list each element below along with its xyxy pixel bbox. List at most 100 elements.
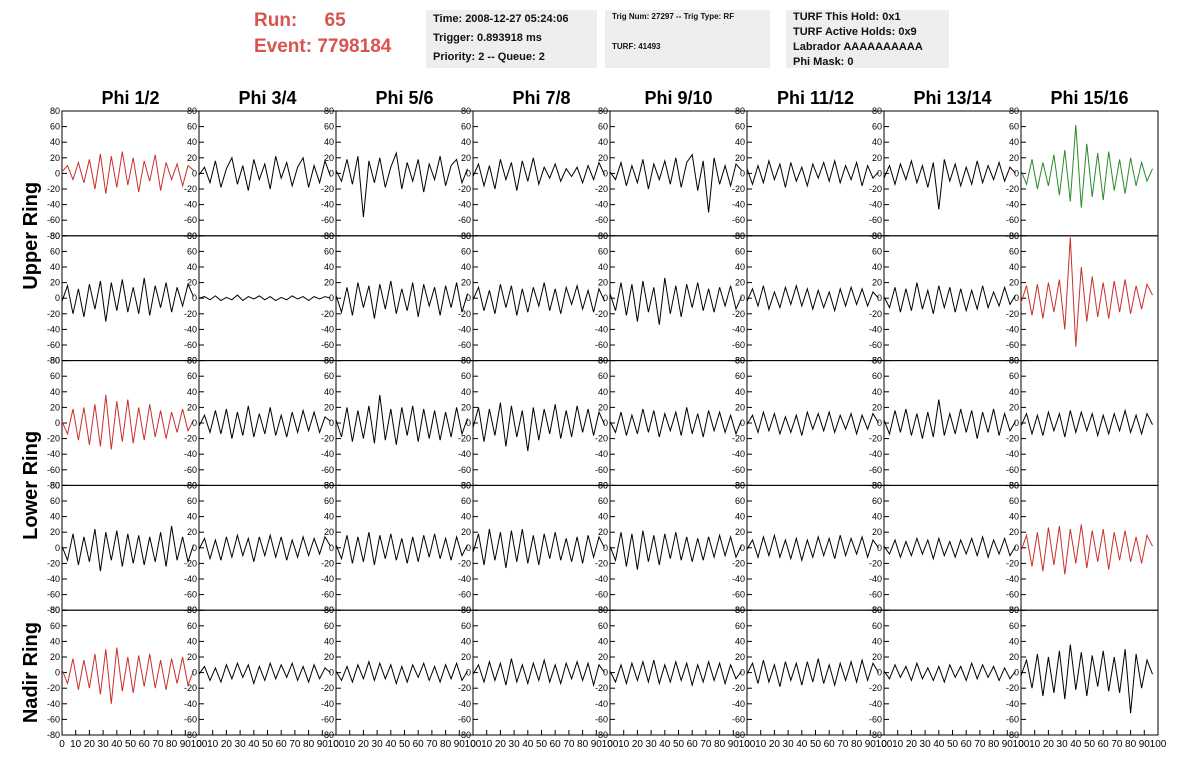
waveform [335, 660, 468, 686]
y-tick-label: -60 [1006, 590, 1019, 600]
y-tick-label: -60 [732, 714, 745, 724]
y-tick-label: 0 [466, 543, 471, 553]
x-tick-label: 0 [470, 739, 476, 750]
y-tick-label: -40 [184, 200, 197, 210]
y-tick-label: 20 [872, 153, 882, 163]
x-tick-label: 30 [646, 739, 658, 750]
y-tick-label: -60 [184, 590, 197, 600]
x-tick-label: 0 [1018, 739, 1024, 750]
y-tick-label: -40 [869, 574, 882, 584]
y-tick-label: -40 [321, 200, 334, 210]
y-tick-label: 0 [877, 418, 882, 428]
x-tick-label: 30 [235, 739, 247, 750]
panel-frame [883, 609, 1022, 736]
waveform [198, 156, 331, 191]
x-tick-label: 50 [673, 739, 685, 750]
y-tick-label: 20 [461, 652, 471, 662]
y-tick-label: 40 [872, 262, 882, 272]
y-tick-label: -60 [595, 714, 608, 724]
panel-frame [472, 235, 611, 362]
y-tick-label: -40 [732, 449, 745, 459]
y-tick-label: 0 [329, 168, 334, 178]
y-tick-label: 0 [603, 668, 608, 678]
y-tick-label: 20 [872, 402, 882, 412]
y-tick-label: -60 [47, 340, 60, 350]
y-tick-label: 40 [735, 636, 745, 646]
panel-frame [609, 235, 748, 362]
x-tick-label: 40 [248, 739, 260, 750]
y-tick-label: 60 [187, 496, 197, 506]
y-tick-label: 40 [324, 636, 334, 646]
x-tick-label: 20 [632, 739, 644, 750]
y-tick-label: 0 [603, 543, 608, 553]
x-tick-label: 30 [920, 739, 932, 750]
waveform [1020, 408, 1153, 438]
y-tick-label: 80 [461, 356, 471, 366]
column-header: Phi 7/8 [512, 88, 570, 108]
y-tick-label: 0 [466, 168, 471, 178]
x-tick-label: 40 [933, 739, 945, 750]
y-tick-label: 60 [461, 371, 471, 381]
waveform [883, 399, 1016, 439]
column-header: Phi 3/4 [238, 88, 296, 108]
x-tick-label: 80 [440, 739, 452, 750]
y-tick-label: 0 [1014, 293, 1019, 303]
y-tick-label: -20 [184, 309, 197, 319]
run-line: Run: 65 [254, 8, 391, 34]
y-tick-label: -20 [869, 434, 882, 444]
y-tick-label: 40 [735, 137, 745, 147]
y-tick-label: 40 [1009, 512, 1019, 522]
x-tick-label: 60 [550, 739, 562, 750]
y-tick-label: -40 [321, 574, 334, 584]
waveform [609, 659, 742, 688]
y-tick-label: 60 [50, 246, 60, 256]
y-tick-label: 80 [187, 231, 197, 241]
y-tick-label: -20 [321, 184, 334, 194]
y-tick-label: 0 [740, 668, 745, 678]
y-tick-label: 40 [1009, 636, 1019, 646]
y-tick-label: 40 [187, 262, 197, 272]
y-tick-label: -60 [458, 590, 471, 600]
waveform [609, 277, 742, 325]
y-tick-label: 80 [598, 480, 608, 490]
y-tick-label: 80 [735, 231, 745, 241]
y-tick-label: 60 [50, 122, 60, 132]
y-tick-label: 20 [461, 153, 471, 163]
x-tick-label: 100 [328, 739, 345, 750]
x-tick-label: 80 [166, 739, 178, 750]
y-tick-label: -60 [321, 714, 334, 724]
info-line: Phi Mask: 0 [793, 56, 854, 68]
y-tick-label: 60 [461, 122, 471, 132]
y-tick-label: -80 [47, 605, 60, 615]
y-tick-label: -40 [458, 449, 471, 459]
column-header: Phi 15/16 [1050, 88, 1128, 108]
y-tick-label: 0 [192, 293, 197, 303]
y-tick-label: 80 [324, 605, 334, 615]
x-tick-label: 70 [426, 739, 438, 750]
y-tick-label: 60 [872, 122, 882, 132]
waveform [335, 151, 468, 218]
y-tick-label: 40 [187, 636, 197, 646]
panel-frame [883, 484, 1022, 611]
y-tick-label: 80 [461, 605, 471, 615]
y-tick-label: 60 [324, 496, 334, 506]
x-tick-label: 60 [413, 739, 425, 750]
y-tick-label: -20 [47, 309, 60, 319]
y-tick-label: -20 [1006, 558, 1019, 568]
x-tick-label: 100 [602, 739, 619, 750]
y-tick-label: 60 [598, 246, 608, 256]
x-tick-label: 70 [152, 739, 164, 750]
waveform [1020, 237, 1153, 347]
y-tick-label: -40 [184, 449, 197, 459]
waveform [335, 394, 468, 445]
y-tick-label: 20 [50, 527, 60, 537]
waveform [198, 405, 331, 439]
run-value: 65 [324, 10, 346, 31]
x-tick-label: 60 [687, 739, 699, 750]
y-tick-label: 0 [1014, 418, 1019, 428]
y-tick-label: 0 [55, 168, 60, 178]
y-tick-label: 80 [461, 231, 471, 241]
y-tick-label: -20 [595, 683, 608, 693]
waveform [61, 647, 194, 704]
y-tick-label: -20 [1006, 434, 1019, 444]
